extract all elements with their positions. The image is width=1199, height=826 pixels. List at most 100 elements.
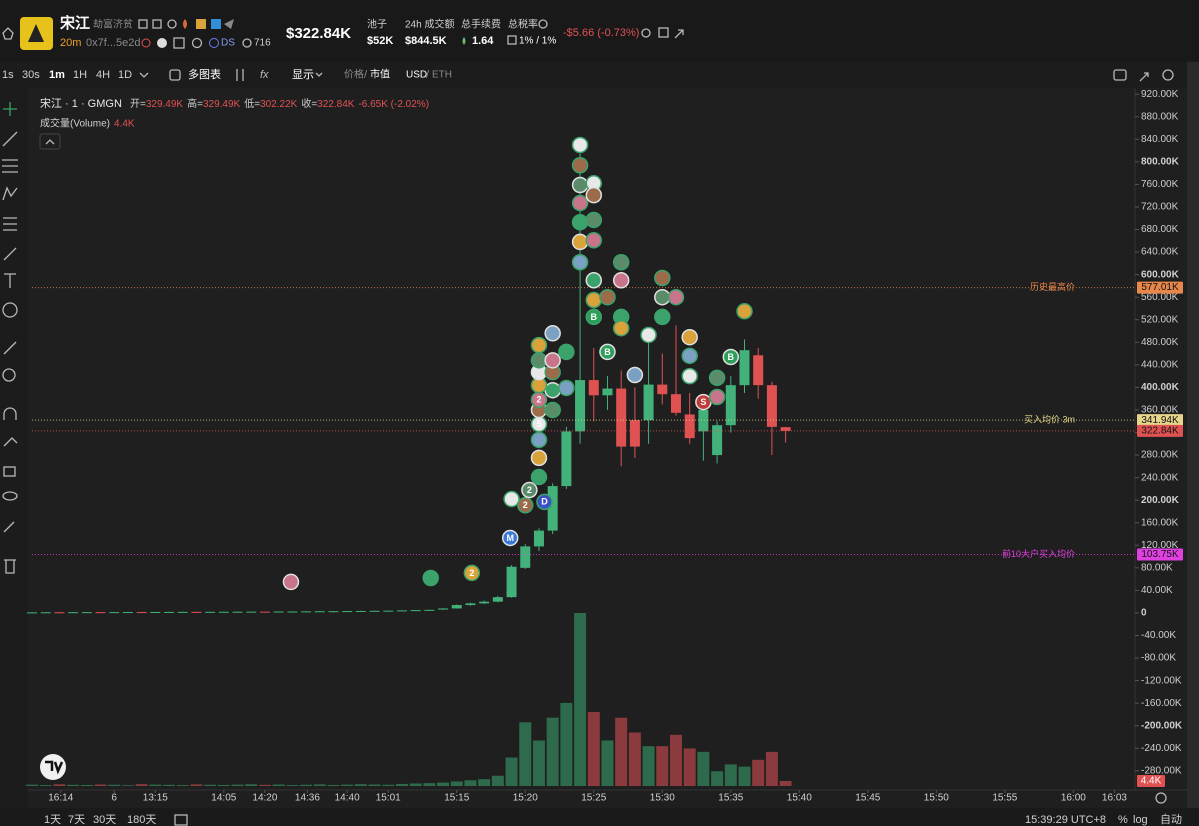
note-icon[interactable] xyxy=(173,37,185,49)
range[interactable]: 30天 xyxy=(93,814,116,826)
open-icon[interactable] xyxy=(658,27,669,38)
trade-marker-label: B xyxy=(591,312,598,322)
percent-toggle[interactable]: % xyxy=(1118,814,1128,826)
brush-tool[interactable] xyxy=(3,247,17,261)
candle-body xyxy=(616,388,627,447)
ds-icon[interactable] xyxy=(209,38,219,48)
candle-body xyxy=(232,611,243,613)
eth-toggle[interactable]: ETH xyxy=(432,70,452,81)
trade-marker xyxy=(599,343,616,361)
link-icon[interactable] xyxy=(141,38,151,48)
interval[interactable]: 30s xyxy=(22,69,40,81)
volume-bar xyxy=(231,784,244,786)
calendar-icon[interactable] xyxy=(174,814,188,826)
mcap-toggle[interactable]: 市值 xyxy=(370,68,390,81)
axis-settings[interactable] xyxy=(1155,792,1167,804)
trade-marker xyxy=(571,253,589,271)
range[interactable]: 7天 xyxy=(68,814,85,826)
candle-body xyxy=(451,605,462,609)
settings-icon[interactable] xyxy=(1162,69,1174,81)
indicator-icon[interactable]: fx xyxy=(260,69,269,81)
address[interactable]: 0x7f...5e2d xyxy=(86,37,140,49)
views: 716 xyxy=(254,38,271,49)
compass-icon[interactable] xyxy=(157,38,167,48)
dropdown-icon[interactable] xyxy=(315,72,323,77)
volume-bar xyxy=(300,784,313,786)
text-tool[interactable] xyxy=(4,273,16,288)
interval-active[interactable]: 1m xyxy=(49,69,65,81)
share-icon[interactable] xyxy=(167,19,177,29)
volume-bar xyxy=(738,766,751,786)
zoom-tool[interactable] xyxy=(2,368,16,382)
people-icon[interactable] xyxy=(196,19,206,29)
usd-toggle[interactable]: USD xyxy=(406,70,427,81)
trade-marker xyxy=(544,325,561,342)
camera-icon[interactable] xyxy=(1113,69,1127,81)
star-icon[interactable] xyxy=(2,27,14,40)
trade-marker xyxy=(612,272,630,289)
ruler-tool[interactable] xyxy=(3,341,17,355)
volume-bar xyxy=(272,784,285,786)
x-tick-label: 15:15 xyxy=(444,793,469,804)
trade-marker xyxy=(282,573,300,591)
volume-bar xyxy=(546,717,559,786)
delete-tool[interactable] xyxy=(4,559,16,574)
x-tick-label: 15:45 xyxy=(855,793,880,804)
y-tick-label: 760.00K xyxy=(1141,179,1179,190)
y-tick-label: -40.00K xyxy=(1141,630,1176,641)
pin-icon[interactable] xyxy=(674,29,684,39)
price-line-label: 341.94K xyxy=(1141,415,1179,426)
search-icon[interactable] xyxy=(191,37,203,49)
candle-body xyxy=(657,384,668,395)
info-icon[interactable] xyxy=(538,19,548,29)
volume-bar xyxy=(724,764,737,786)
ohlc-value: 329.49K xyxy=(146,99,184,110)
dropdown-icon[interactable] xyxy=(139,72,149,78)
trendline-tool[interactable] xyxy=(2,131,18,147)
interval[interactable]: 1s xyxy=(2,69,14,81)
crosshair-tool[interactable] xyxy=(3,102,17,116)
fib-tool[interactable] xyxy=(2,159,18,173)
visibility-tool[interactable] xyxy=(2,491,18,501)
display[interactable]: 显示 xyxy=(292,68,314,81)
log-toggle[interactable]: log xyxy=(1133,814,1148,826)
volume-bar xyxy=(450,781,463,786)
interval[interactable]: 1H xyxy=(73,69,87,81)
y-tick-label: -160.00K xyxy=(1141,698,1182,709)
fire-icon[interactable] xyxy=(183,19,187,29)
range[interactable]: 1天 xyxy=(44,814,61,826)
telegram-icon[interactable] xyxy=(224,19,234,29)
emoji-tool[interactable] xyxy=(2,302,18,318)
web-icon[interactable] xyxy=(211,19,221,29)
trade-marker xyxy=(599,288,616,306)
price-change: -$5.66 (-0.73%) xyxy=(563,27,639,39)
trade-marker xyxy=(667,288,685,306)
y-tick-label: 360.00K xyxy=(1141,405,1179,416)
link-tool[interactable] xyxy=(3,521,15,533)
pattern-tool[interactable] xyxy=(2,186,18,201)
candle-type-icon[interactable] xyxy=(236,69,244,81)
interval[interactable]: 4H xyxy=(96,69,110,81)
trade-marker xyxy=(585,211,603,229)
auto-toggle[interactable]: 自动 xyxy=(1160,813,1182,826)
multi-chart[interactable]: 多图表 xyxy=(188,67,221,81)
volume-bar xyxy=(94,784,107,786)
multi-chart-icon[interactable] xyxy=(169,69,181,81)
collapse-button[interactable] xyxy=(39,133,61,150)
edit-icon[interactable] xyxy=(138,19,148,29)
projection-tool[interactable] xyxy=(3,217,17,231)
volume-bar xyxy=(245,784,258,786)
y-tick-label: 160.00K xyxy=(1141,517,1179,528)
lock-tool[interactable] xyxy=(3,466,16,477)
watch-icon[interactable] xyxy=(641,28,651,38)
trade-marker xyxy=(544,401,561,419)
lock-draw-tool[interactable] xyxy=(3,437,18,447)
interval[interactable]: 1D xyxy=(118,69,132,81)
copy-icon[interactable] xyxy=(152,19,162,29)
fullscreen-icon[interactable] xyxy=(1139,72,1149,82)
volume-bar xyxy=(135,784,148,786)
price-toggle[interactable]: 价格 xyxy=(344,68,364,81)
volume-bar xyxy=(505,757,518,786)
range[interactable]: 180天 xyxy=(127,814,156,826)
magnet-tool[interactable] xyxy=(3,407,17,420)
